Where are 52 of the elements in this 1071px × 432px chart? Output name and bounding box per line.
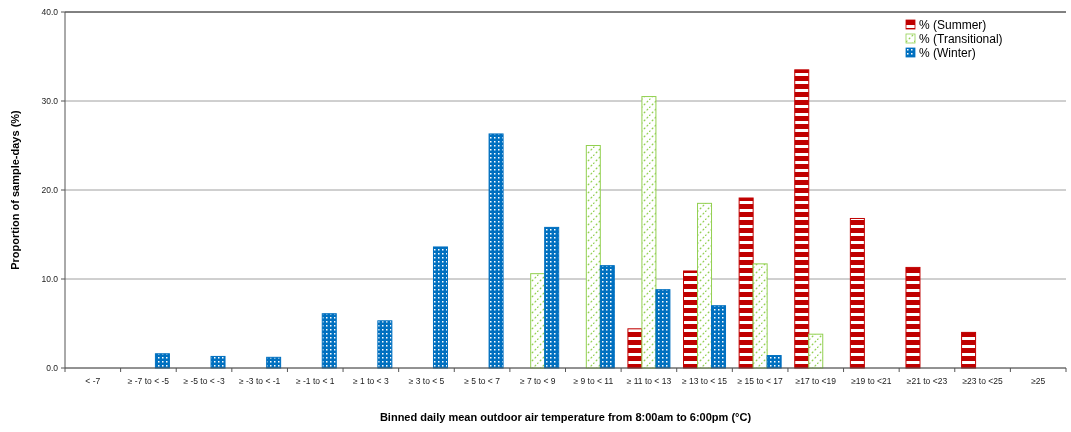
bar (377, 320, 393, 369)
legend-label: % (Summer) (919, 18, 987, 33)
bar (766, 355, 782, 369)
legend-label: % (Transitional) (919, 32, 1003, 47)
bar (738, 197, 754, 369)
x-tick-label: ≥ 13 to < 15 (681, 376, 728, 386)
x-tick-label: ≥ 3 to < 5 (408, 376, 445, 386)
y-tick-label: 30.0 (41, 95, 59, 106)
y-tick-label: 10.0 (41, 273, 59, 284)
bar (585, 145, 601, 369)
bar (210, 355, 226, 369)
legend-label: % (Winter) (919, 46, 976, 61)
y-tick-label: 0.0 (46, 362, 59, 373)
x-tick-label: ≥23 to <25 (962, 376, 1004, 386)
bar (530, 273, 546, 369)
bar (627, 328, 643, 369)
bar (849, 217, 865, 369)
bar (683, 270, 699, 369)
bar (599, 265, 615, 369)
x-tick-label: ≥ 7 to < 9 (519, 376, 556, 386)
bar (752, 263, 768, 369)
bar (711, 305, 727, 369)
y-tick-label: 20.0 (41, 184, 59, 195)
x-tick-label: ≥19 to <21 (851, 376, 892, 386)
x-axis-title: Binned daily mean outdoor air temperature from 8:00am to 6:00pm (°C) (379, 411, 752, 423)
x-tick-label: ≥ 1 to < 3 (353, 376, 389, 386)
bar (961, 331, 977, 369)
x-tick-label: ≥ 15 to < 17 (737, 376, 783, 386)
bar (655, 289, 671, 369)
x-tick-label: ≥17 to <19 (795, 376, 837, 386)
y-axis-title: Proportion of sample-days (%) (9, 109, 21, 270)
x-tick-label: ≥ 9 to < 11 (573, 376, 614, 386)
x-tick-label: ≥ -7 to < -5 (127, 376, 170, 386)
x-tick-label: ≥ -3 to < -1 (239, 376, 281, 386)
bar (641, 96, 657, 369)
bar (808, 333, 824, 369)
x-tick-label: ≥ -1 to < 1 (296, 376, 335, 386)
bar (905, 266, 921, 369)
x-tick-label: ≥ -5 to < -3 (183, 376, 225, 386)
x-tick-label: ≥25 (1031, 376, 1046, 386)
x-tick-label: ≥ 5 to < 7 (464, 376, 501, 386)
x-tick-label: ≥ 11 to < 13 (626, 376, 672, 386)
x-tick-label: ≥21 to <23 (906, 376, 948, 386)
bar (154, 353, 170, 369)
bar (794, 69, 810, 369)
bar (432, 246, 448, 369)
bar (321, 313, 337, 369)
bar (488, 133, 504, 369)
bar (697, 202, 713, 369)
bar (544, 226, 560, 369)
x-tick-label: < -7 (85, 376, 101, 386)
y-tick-label: 40.0 (41, 6, 59, 17)
